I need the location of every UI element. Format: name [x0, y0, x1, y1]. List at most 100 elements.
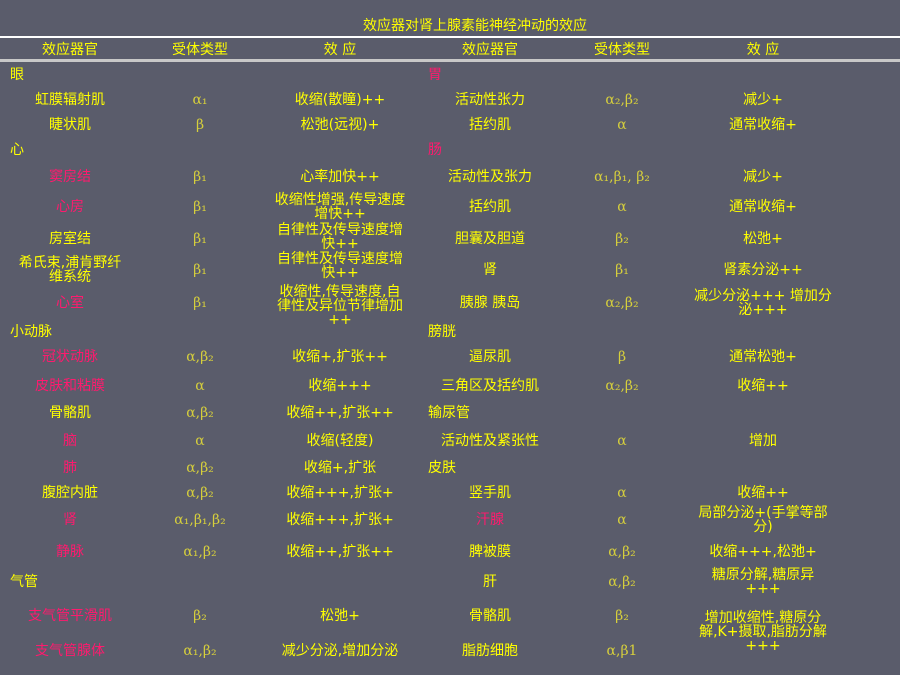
effect-text: 收缩+++,扩张+ [286, 485, 394, 501]
effector-organ: 希氏束,浦肯野纤 维系统 [18, 255, 122, 285]
effect-text: 收缩性,传导速度,自 律性及异位节律增加 ++ [277, 284, 403, 328]
effect-text: 减少分泌,增加分泌 [281, 643, 399, 659]
effector-organ: 脾被膜 [469, 544, 511, 560]
receptor-type: α [195, 433, 205, 449]
group-heading: 膀胱 [428, 324, 456, 340]
effect-text: 心率加快++ [300, 169, 380, 185]
effect-text: 收缩+,扩张 [303, 460, 377, 476]
effector-organ: 脑 [63, 433, 77, 449]
receptor-type: α₁,β₂ [183, 544, 217, 560]
effector-organ: 虹膜辐射肌 [35, 92, 105, 108]
group-heading: 胃 [428, 67, 442, 83]
slide-title: 效应器对肾上腺素能神经冲动的效应 [363, 18, 587, 34]
receptor-type: α₁,β₁,β₂ [174, 512, 226, 528]
receptor-type: α,β₂ [186, 485, 214, 501]
effect-text: 增加收缩性,糖原分 解,K+摄取,脂肪分解 +++ [699, 610, 827, 654]
header-organ-right: 效应器官 [462, 42, 518, 58]
receptor-type: α₁ [192, 92, 208, 108]
effector-organ: 房室结 [49, 231, 91, 247]
receptor-type: β₁ [615, 262, 629, 278]
effector-organ: 胰腺 胰岛 [459, 295, 521, 311]
header-receptor-left: 受体类型 [172, 42, 228, 58]
receptor-type: α,β1 [606, 643, 638, 659]
receptor-type: α [617, 199, 627, 215]
effect-text: 收缩++ [737, 485, 789, 501]
effect-text: 收缩++,扩张++ [286, 405, 394, 421]
effector-organ: 窦房结 [49, 169, 91, 185]
effect-text: 增加 [749, 433, 777, 449]
receptor-type: α₂,β₂ [605, 295, 639, 311]
receptor-type: β [617, 349, 627, 365]
effector-organ: 括约肌 [469, 199, 511, 215]
header-receptor-right: 受体类型 [594, 42, 650, 58]
effector-organ: 骨骼肌 [49, 405, 91, 421]
effect-text: 通常收缩+ [729, 117, 797, 133]
effect-text: 糖原分解,糖原异 +++ [711, 567, 815, 597]
effect-text: 松弛+ [320, 608, 360, 624]
effect-text: 局部分泌+(手掌等部 分) [698, 505, 828, 535]
effector-organ: 心房 [56, 199, 84, 215]
receptor-type: β₁ [193, 199, 207, 215]
effector-organ: 支气管腺体 [35, 643, 105, 659]
effect-text: 松弛(远视)+ [300, 117, 380, 133]
effect-text: 减少+ [743, 169, 783, 185]
receptor-type: β₁ [193, 231, 207, 247]
receptor-type: α₂,β₂ [605, 92, 639, 108]
effect-text: 通常松弛+ [729, 349, 797, 365]
group-heading: 肠 [428, 142, 442, 158]
header-divider [0, 59, 900, 62]
effector-organ: 肾 [483, 262, 497, 278]
effect-text: 收缩+++,松弛+ [709, 544, 817, 560]
title-divider [0, 36, 900, 38]
receptor-type: α,β₂ [186, 349, 214, 365]
effector-organ: 肾 [63, 512, 77, 528]
effector-organ: 肝 [483, 574, 497, 590]
effector-organ: 三角区及括约肌 [441, 378, 539, 394]
effector-organ: 静脉 [56, 544, 84, 560]
header-effect-left: 效 应 [323, 42, 357, 58]
receptor-type: β₁ [193, 169, 207, 185]
receptor-type: β₂ [615, 608, 629, 624]
effector-organ: 肺 [63, 460, 77, 476]
effector-organ: 逼尿肌 [469, 349, 511, 365]
effector-organ: 活动性及张力 [448, 169, 532, 185]
effect-text: 收缩+++,扩张+ [286, 512, 394, 528]
receptor-type: β₂ [615, 231, 629, 247]
group-heading: 皮肤 [428, 460, 456, 476]
receptor-type: α₂,β₂ [605, 378, 639, 394]
effector-organ: 腹腔内脏 [42, 485, 98, 501]
effector-organ: 皮肤和粘膜 [35, 378, 105, 394]
receptor-type: α,β₂ [186, 405, 214, 421]
receptor-type: β [195, 117, 205, 133]
effector-organ: 汗腺 [476, 512, 504, 528]
effector-organ: 括约肌 [469, 117, 511, 133]
effect-text: 收缩(散瞳)++ [294, 92, 386, 108]
effector-organ: 胆囊及胆道 [455, 231, 525, 247]
receptor-type: α [617, 485, 627, 501]
effect-text: 收缩++,扩张++ [286, 544, 394, 560]
receptor-type: α,β₂ [608, 574, 636, 590]
effector-organ: 活动性张力 [455, 92, 525, 108]
effector-organ: 支气管平滑肌 [28, 608, 112, 624]
effect-text: 收缩(轻度) [306, 433, 374, 449]
header-effect-right: 效 应 [746, 42, 780, 58]
receptor-type: α [617, 512, 627, 528]
effector-organ: 竖手肌 [469, 485, 511, 501]
receptor-type: α,β₂ [186, 460, 214, 476]
effect-text: 自律性及传导速度增 快++ [277, 251, 403, 281]
receptor-type: α [617, 117, 627, 133]
receptor-type: α [195, 378, 205, 394]
receptor-type: β₂ [193, 608, 207, 624]
effect-text: 减少分泌+++ 增加分 泌+++ [694, 288, 832, 318]
effect-text: 收缩性增强,传导速度 增快++ [274, 192, 406, 222]
effector-organ: 睫状肌 [49, 117, 91, 133]
group-heading: 小动脉 [10, 324, 52, 340]
header-organ-left: 效应器官 [42, 42, 98, 58]
receptor-type: α₁,β₁, β₂ [594, 169, 650, 185]
effect-text: 通常收缩+ [729, 199, 797, 215]
group-heading: 输尿管 [428, 405, 470, 421]
receptor-type: α [617, 433, 627, 449]
receptor-type: α,β₂ [608, 544, 636, 560]
receptor-type: β₁ [193, 262, 207, 278]
group-heading: 眼 [10, 67, 24, 83]
